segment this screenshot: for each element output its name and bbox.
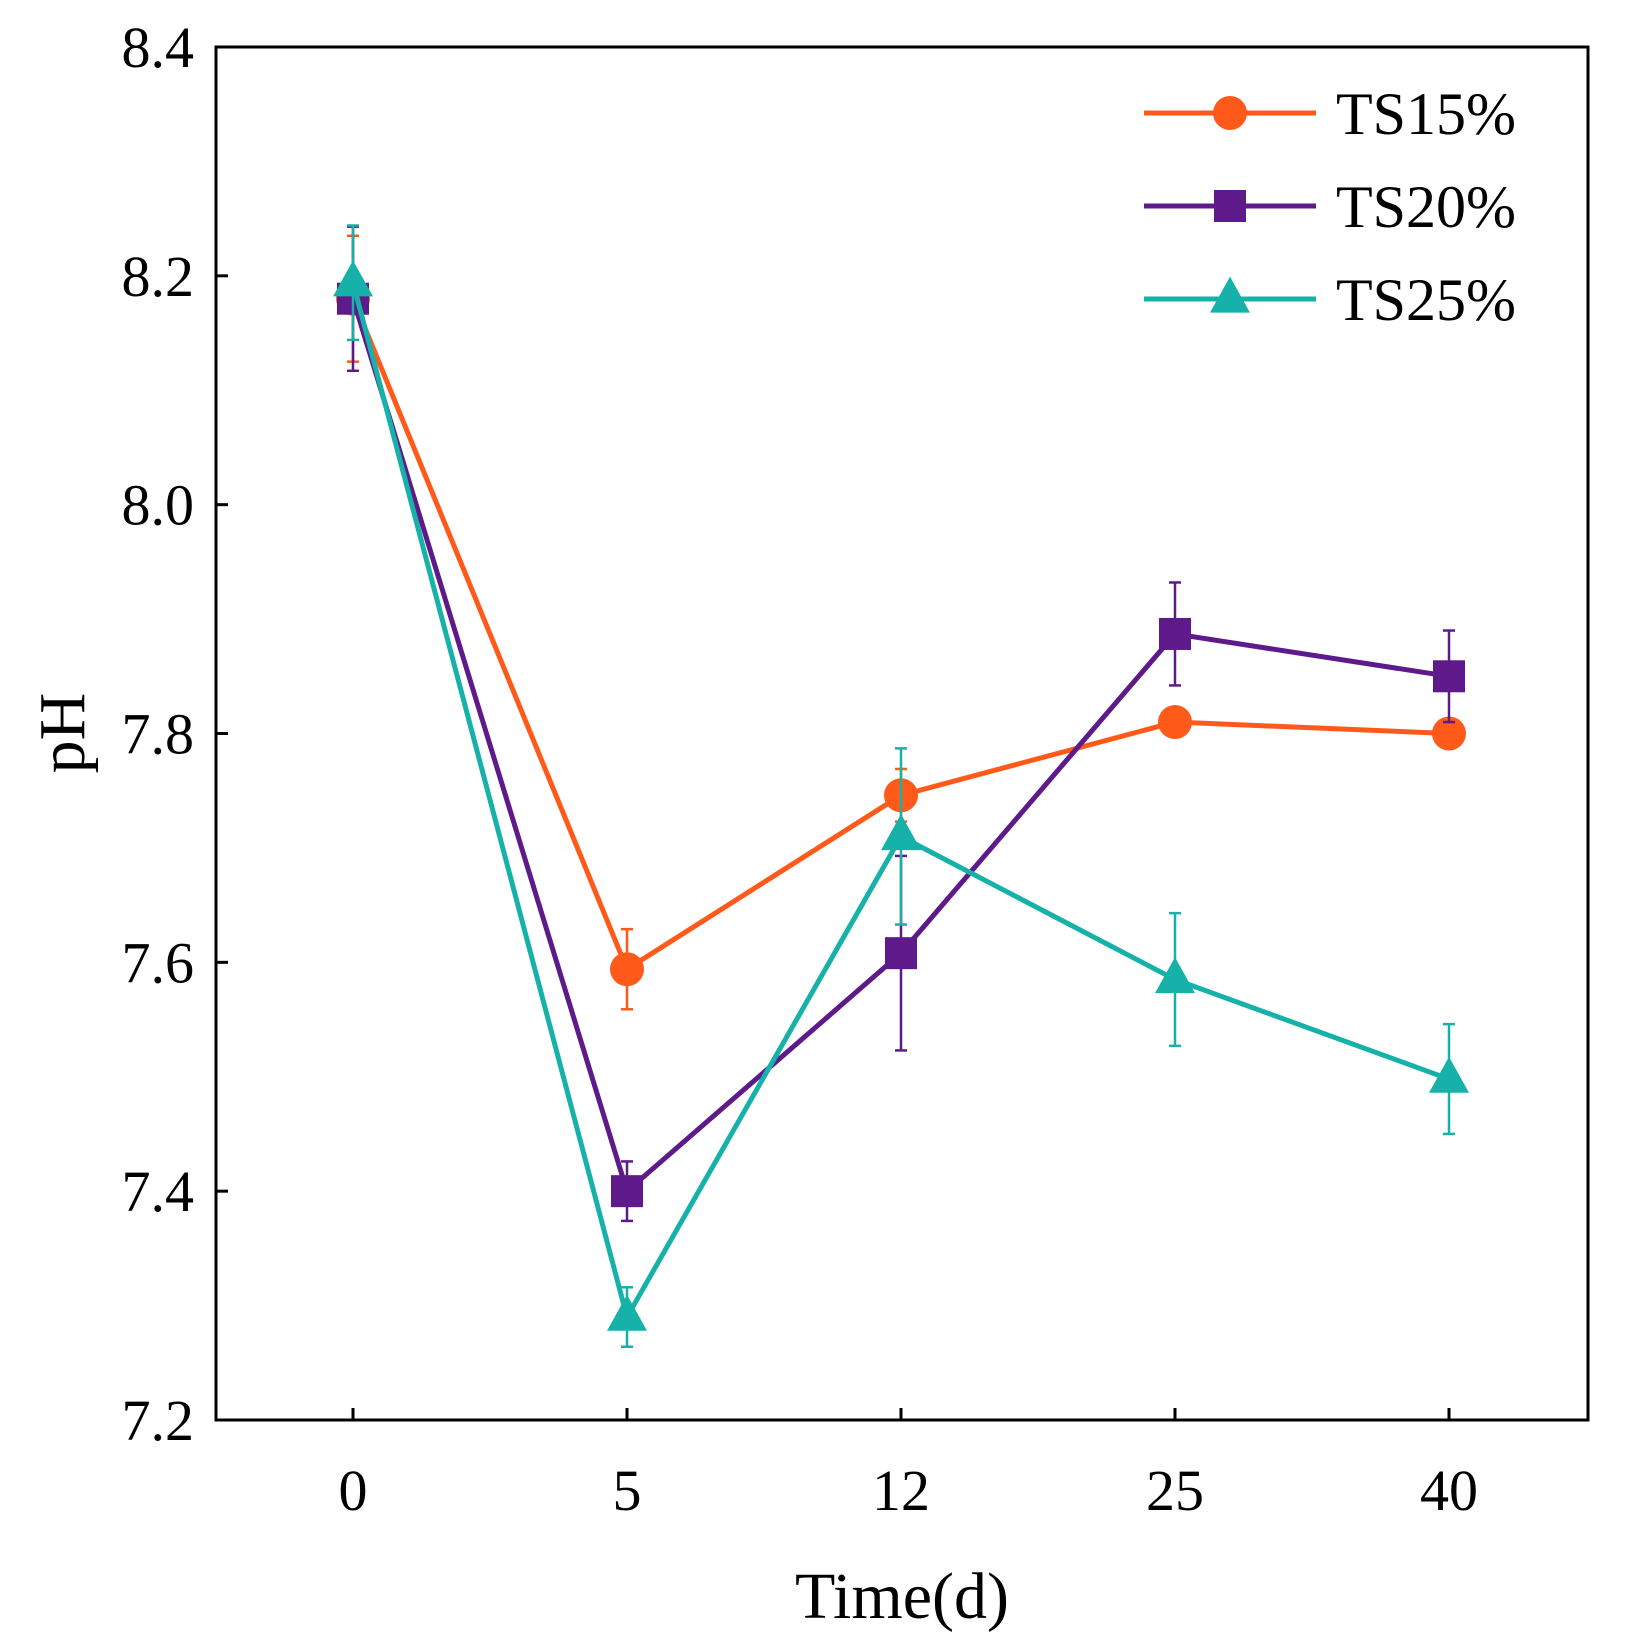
data-point (885, 937, 917, 970)
legend-item-TS20%: TS20% (1144, 174, 1516, 240)
data-point (1432, 716, 1466, 751)
y-tick-label: 7.6 (122, 930, 195, 995)
data-point (610, 952, 644, 987)
x-tick-label: 0 (339, 1458, 368, 1523)
y-tick-label: 8.4 (122, 15, 195, 80)
x-tick-label: 5 (613, 1458, 642, 1523)
x-tick-label: 40 (1420, 1458, 1478, 1523)
legend-item-TS25%: TS25% (1144, 267, 1516, 333)
y-tick-label: 7.8 (122, 702, 195, 767)
y-tick-label: 7.2 (122, 1388, 195, 1453)
data-point (1155, 957, 1195, 994)
data-point (1429, 1056, 1469, 1093)
legend-marker (1214, 190, 1246, 222)
x-axis-title: Time(d) (795, 1560, 1009, 1633)
data-point (611, 1175, 643, 1208)
y-axis-title: pH (26, 693, 99, 774)
data-point (1433, 660, 1465, 693)
x-tick-label: 25 (1146, 1458, 1204, 1523)
legend-item-TS15%: TS15% (1144, 81, 1516, 147)
data-point (881, 814, 921, 851)
legend-label: TS15% (1336, 81, 1516, 147)
legend-marker (1213, 96, 1247, 130)
legend: TS15% TS20% TS25% (1144, 81, 1516, 333)
data-point (607, 1294, 647, 1331)
x-tick-label: 12 (872, 1458, 930, 1523)
data-point (333, 260, 373, 297)
y-tick-label: 7.4 (122, 1159, 195, 1224)
legend-label: TS25% (1336, 267, 1516, 333)
data-point (1159, 617, 1191, 650)
axis-layer: 7.2 7.4 7.6 7.8 8.0 8.2 8.4 0 5 12 25 40 (122, 15, 1479, 1523)
legend-marker (1210, 276, 1250, 313)
series-TS25% (333, 224, 1469, 1349)
y-tick-label: 8.0 (122, 473, 195, 538)
legend-label: TS20% (1336, 174, 1516, 240)
data-point (1158, 705, 1192, 740)
y-tick-label: 8.2 (122, 244, 195, 309)
series-layer (333, 224, 1469, 1349)
